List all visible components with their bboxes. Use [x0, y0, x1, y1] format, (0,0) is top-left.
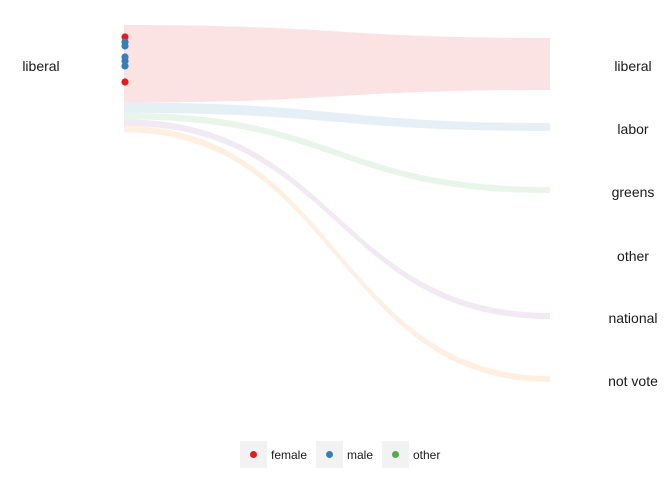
target-label-national: national: [608, 310, 657, 326]
target-label-liberal: liberal: [614, 58, 651, 74]
legend-item-other: other: [382, 441, 440, 468]
point-male: [121, 42, 129, 50]
target-label-labor: labor: [617, 121, 648, 137]
target-label-not-vote: not vote: [608, 373, 658, 389]
legend-key-dot: [250, 451, 257, 458]
legend-label: other: [413, 448, 440, 462]
point-male: [121, 57, 129, 65]
legend-key-dot: [392, 451, 399, 458]
legend-label: female: [271, 448, 307, 462]
legend-item-male: male: [316, 441, 373, 468]
flow-to-greens: [124, 112, 550, 193]
point-layer: [121, 33, 129, 86]
flow-to-national: [124, 119, 550, 320]
flow-to-not-vote: [124, 125, 550, 383]
source-label: liberal: [22, 58, 59, 74]
point-female: [121, 78, 129, 86]
point-male: [121, 62, 129, 70]
point-female: [121, 33, 129, 41]
target-label-other: other: [617, 248, 649, 264]
flow-to-liberal: [124, 25, 550, 103]
flow-layer: [124, 25, 550, 383]
legend-item-female: female: [240, 441, 307, 468]
legend: female male other: [240, 441, 440, 468]
target-labels: liberal labor greens other national not vote: [608, 58, 658, 389]
legend-label: male: [347, 448, 373, 462]
flow-to-labor: [124, 102, 550, 131]
legend-key-dot: [326, 451, 333, 458]
target-label-greens: greens: [612, 184, 655, 200]
